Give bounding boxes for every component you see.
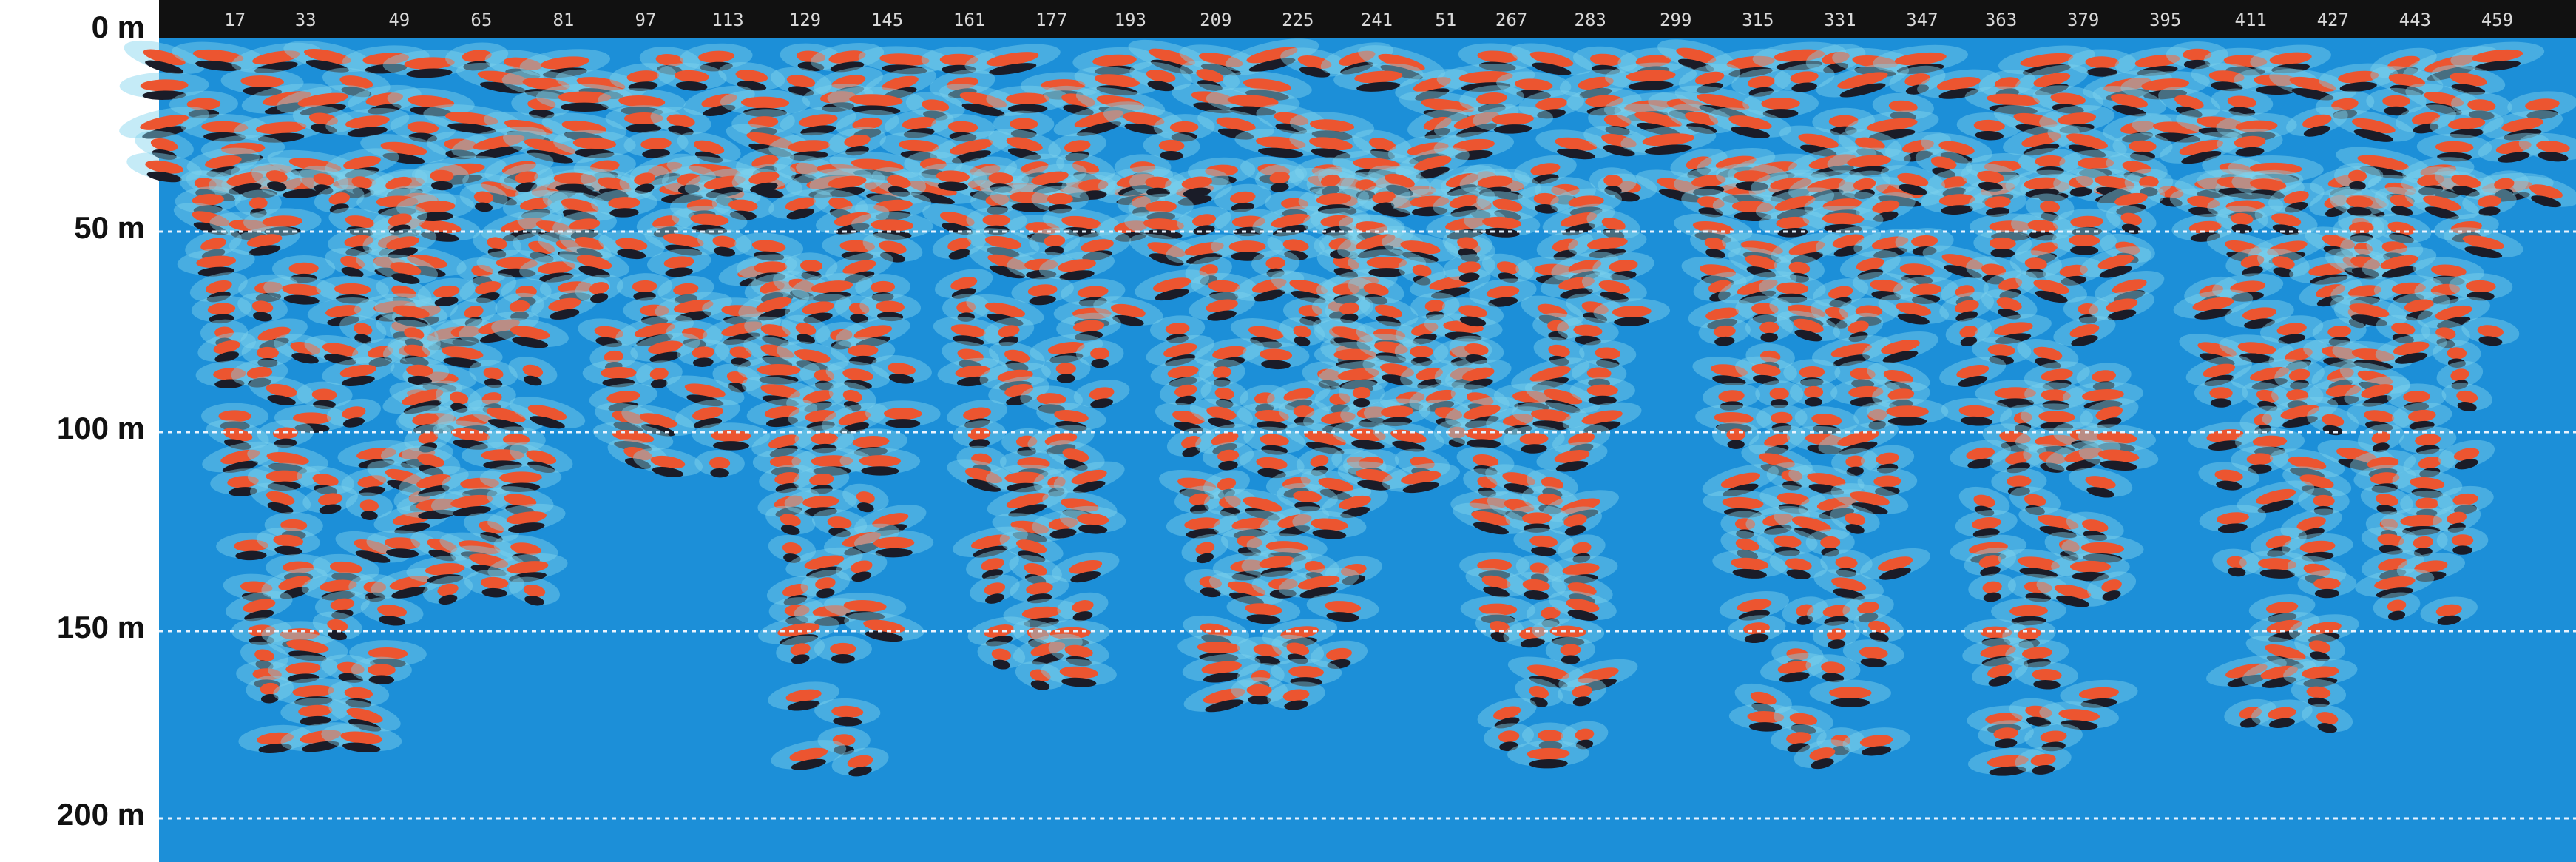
trace-number: 427 [2317, 10, 2349, 30]
trace-number: 395 [2149, 10, 2181, 30]
trace-number: 161 [953, 10, 985, 30]
dark-reflection [2452, 545, 2472, 555]
trace-number: 411 [2235, 10, 2267, 30]
trace-number: 193 [1115, 10, 1146, 30]
trace-number: 283 [1575, 10, 1606, 30]
trace-number: 209 [1200, 10, 1231, 30]
depth-label: 50 m [74, 210, 145, 245]
depth-label: 0 m [92, 10, 145, 44]
red-reflection [1353, 387, 1371, 399]
radargram-figure: 0 m 50 m 100 m 150 m 200 m 17 33 49 65 81 97 113 129… [0, 0, 2576, 862]
page: {"depth_axis": {"labels": ["0 m", "50 m"… [0, 0, 2576, 862]
trace-number: 267 [1495, 10, 1527, 30]
dark-reflection [1728, 440, 1745, 449]
trace-number: 81 [552, 10, 574, 30]
depth-label: 150 m [57, 610, 145, 644]
dark-reflection [831, 654, 855, 664]
red-reflection [1587, 385, 1618, 397]
trace-number: 177 [1035, 10, 1067, 30]
red-reflection [2452, 534, 2474, 546]
trace-number: 17 [224, 10, 246, 30]
red-reflection [830, 643, 856, 655]
trace-number: 51 [1435, 10, 1456, 30]
trace-number: 299 [1660, 10, 1691, 30]
trace-number: 347 [1906, 10, 1938, 30]
depth-label: 200 m [57, 797, 145, 832]
trace-number: 65 [470, 10, 492, 30]
trace-number: 49 [388, 10, 410, 30]
trace-number: 33 [295, 10, 317, 30]
trace-number: 145 [871, 10, 903, 30]
trace-number: 113 [711, 10, 743, 30]
red-reflection [1726, 428, 1745, 440]
trace-number: 379 [2067, 10, 2099, 30]
trace-number: 97 [635, 10, 657, 30]
trace-number: 129 [789, 10, 821, 30]
dark-reflection [1353, 398, 1370, 407]
trace-number: 363 [1985, 10, 2017, 30]
trace-number: 331 [1824, 10, 1856, 30]
trace-number: 225 [1282, 10, 1314, 30]
trace-number: 315 [1742, 10, 1774, 30]
red-reflection [1229, 240, 1266, 252]
trace-number: 241 [1361, 10, 1393, 30]
red-reflection [1886, 405, 1929, 417]
depth-label: 100 m [57, 411, 145, 445]
trace-number: 459 [2481, 10, 2513, 30]
trace-number: 443 [2399, 10, 2431, 30]
